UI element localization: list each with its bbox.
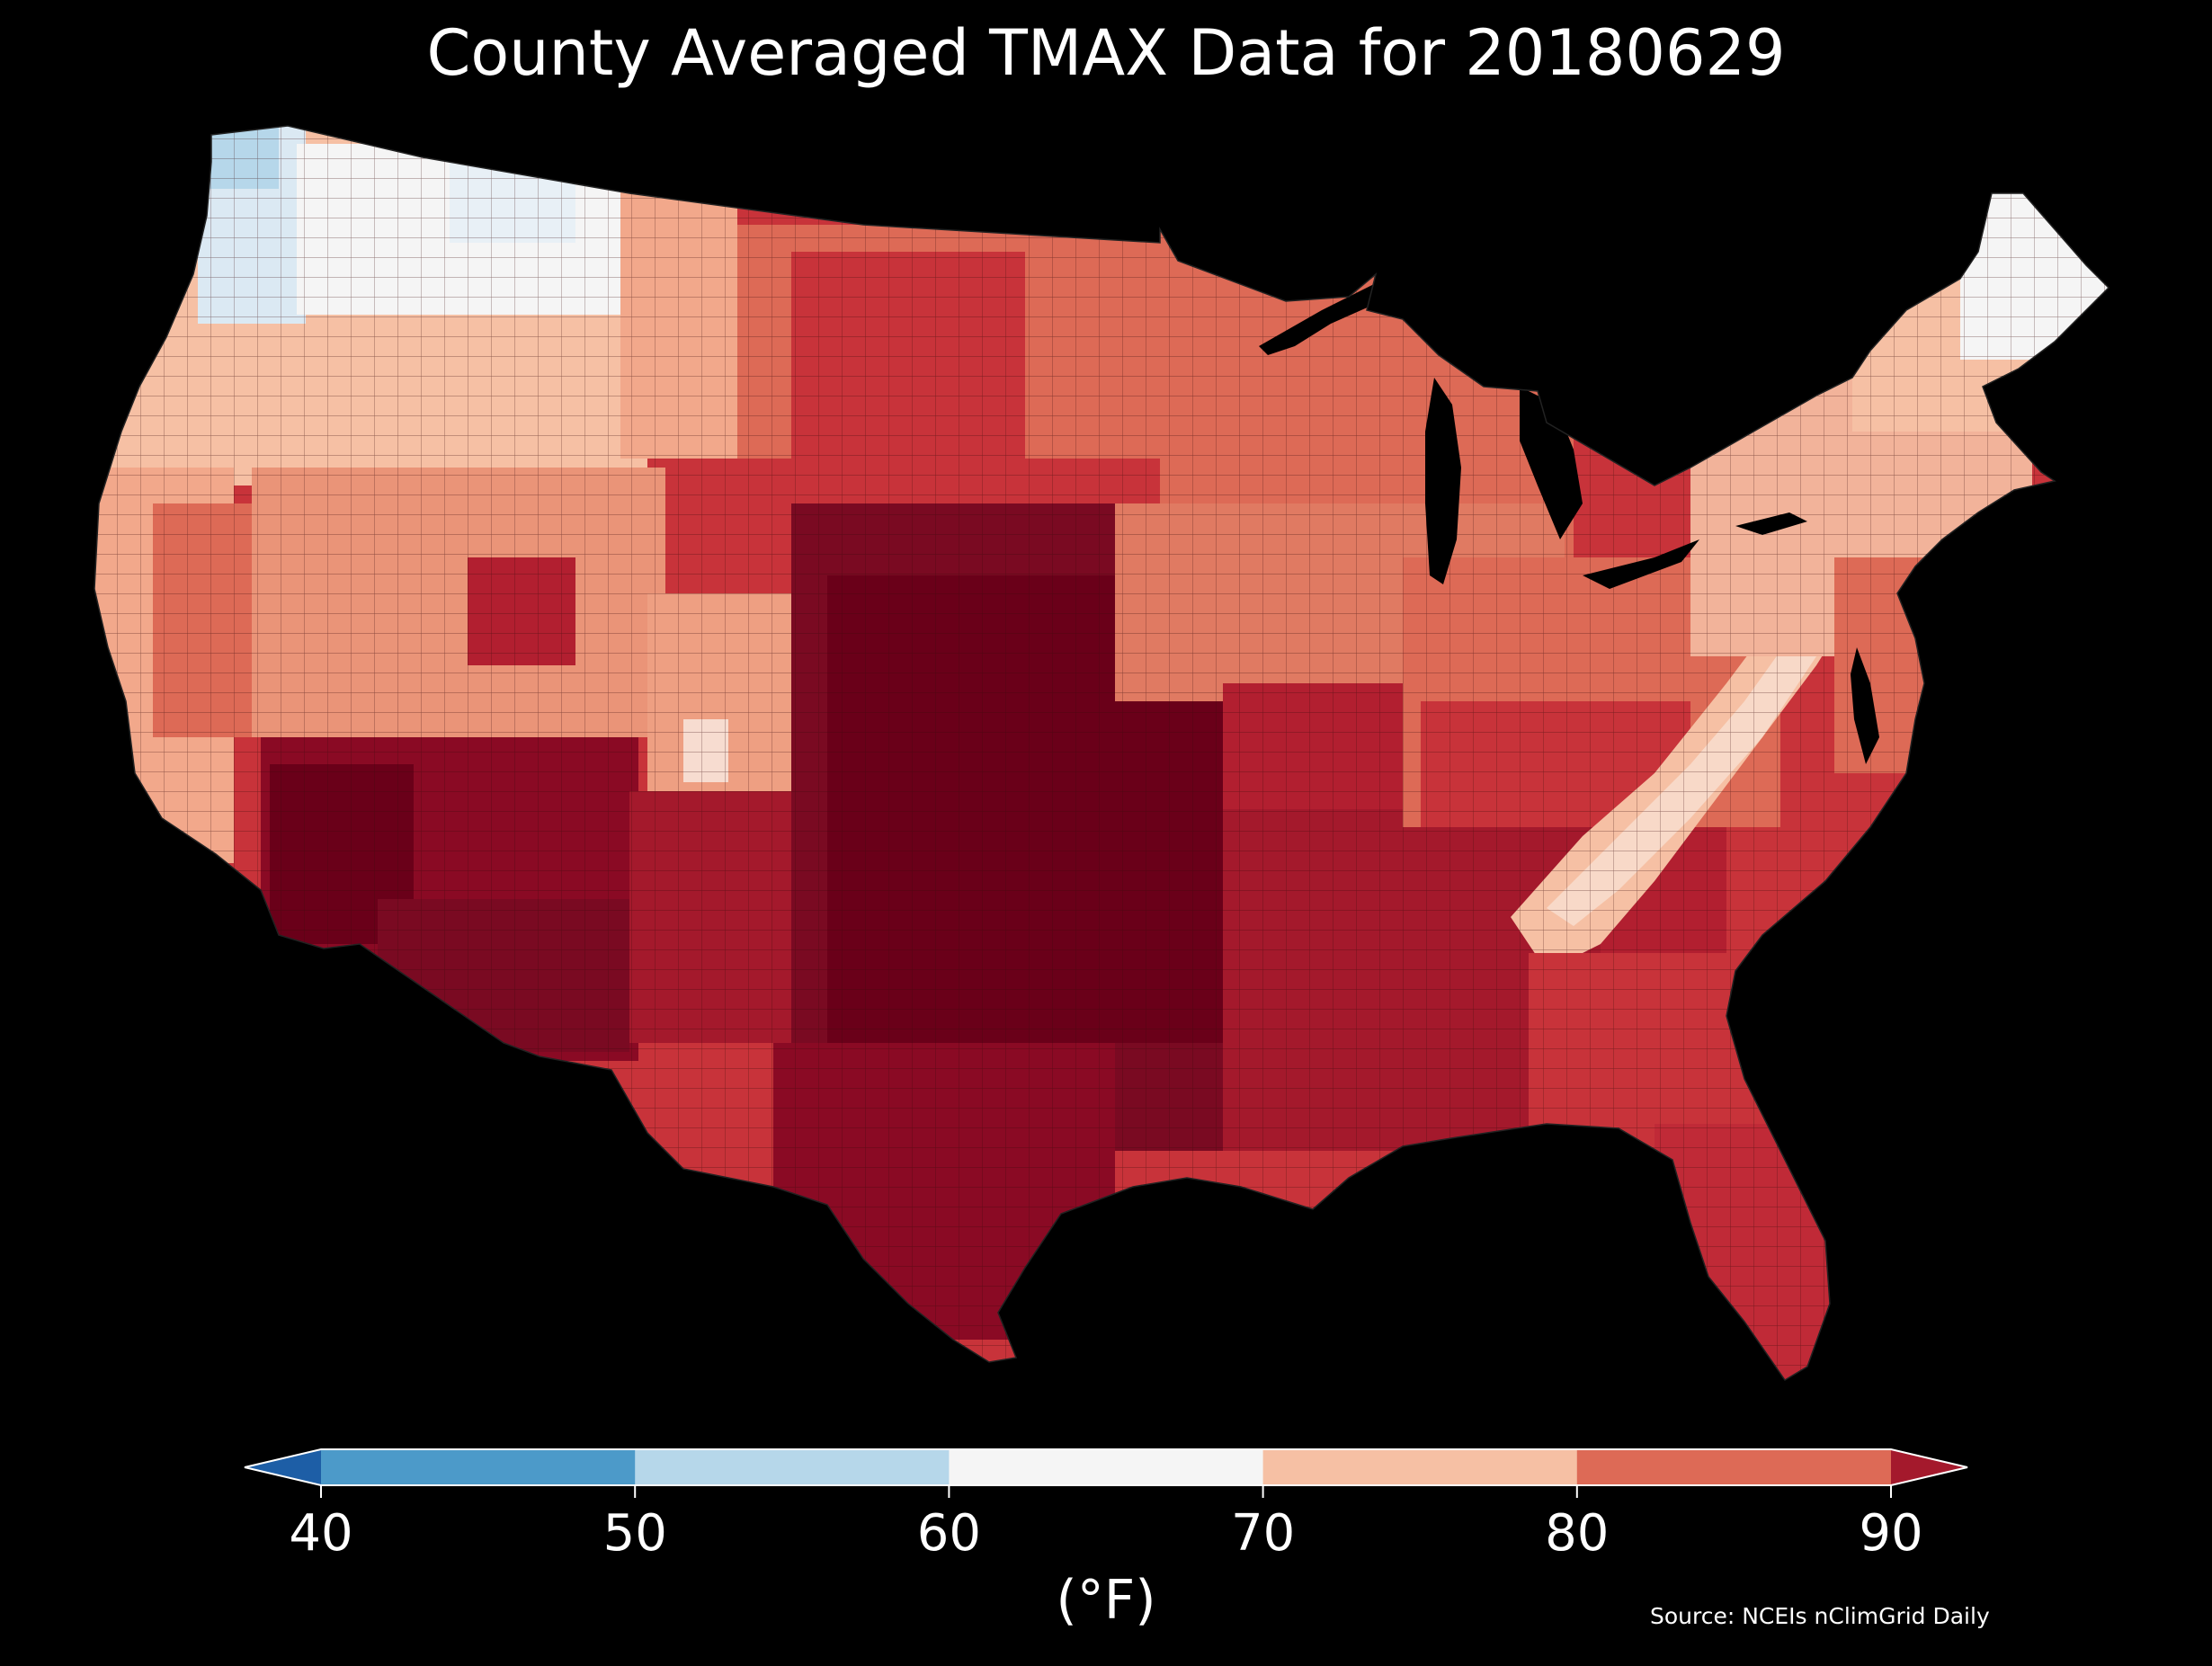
- colorbar-bin: [1576, 1449, 1892, 1485]
- colorbar-bin: [949, 1449, 1264, 1485]
- colorbar-bin: [635, 1449, 950, 1485]
- lake-ontario: [1735, 512, 1807, 535]
- colorbar-tick-label: 60: [917, 1504, 981, 1563]
- colorbar-bin: [1262, 1449, 1578, 1485]
- colorbar-tick-label: 40: [289, 1504, 352, 1563]
- lake-superior: [1259, 283, 1376, 355]
- us-outline: [94, 125, 2110, 1382]
- colorbar-bin: [321, 1449, 636, 1485]
- lake-michigan: [1425, 378, 1461, 584]
- colorbar-extend-high: [1891, 1449, 1967, 1485]
- colorbar-tick-label: 70: [1231, 1504, 1295, 1563]
- lake-huron: [1520, 387, 1583, 539]
- colorbar-extend-low: [245, 1449, 321, 1485]
- colorbar-tick-label: 90: [1859, 1504, 1922, 1563]
- colorbar-label: (°F): [1056, 1569, 1156, 1632]
- colorbar-tick-label: 50: [603, 1504, 667, 1563]
- colorbar-tick-label: 80: [1545, 1504, 1609, 1563]
- map-title: County Averaged TMAX Data for 20180629: [426, 16, 1786, 90]
- source-note: Source: NCEIs nClimGrid Daily: [1650, 1603, 1990, 1629]
- chesapeake-bay: [1851, 647, 1879, 764]
- lake-erie: [1583, 539, 1699, 589]
